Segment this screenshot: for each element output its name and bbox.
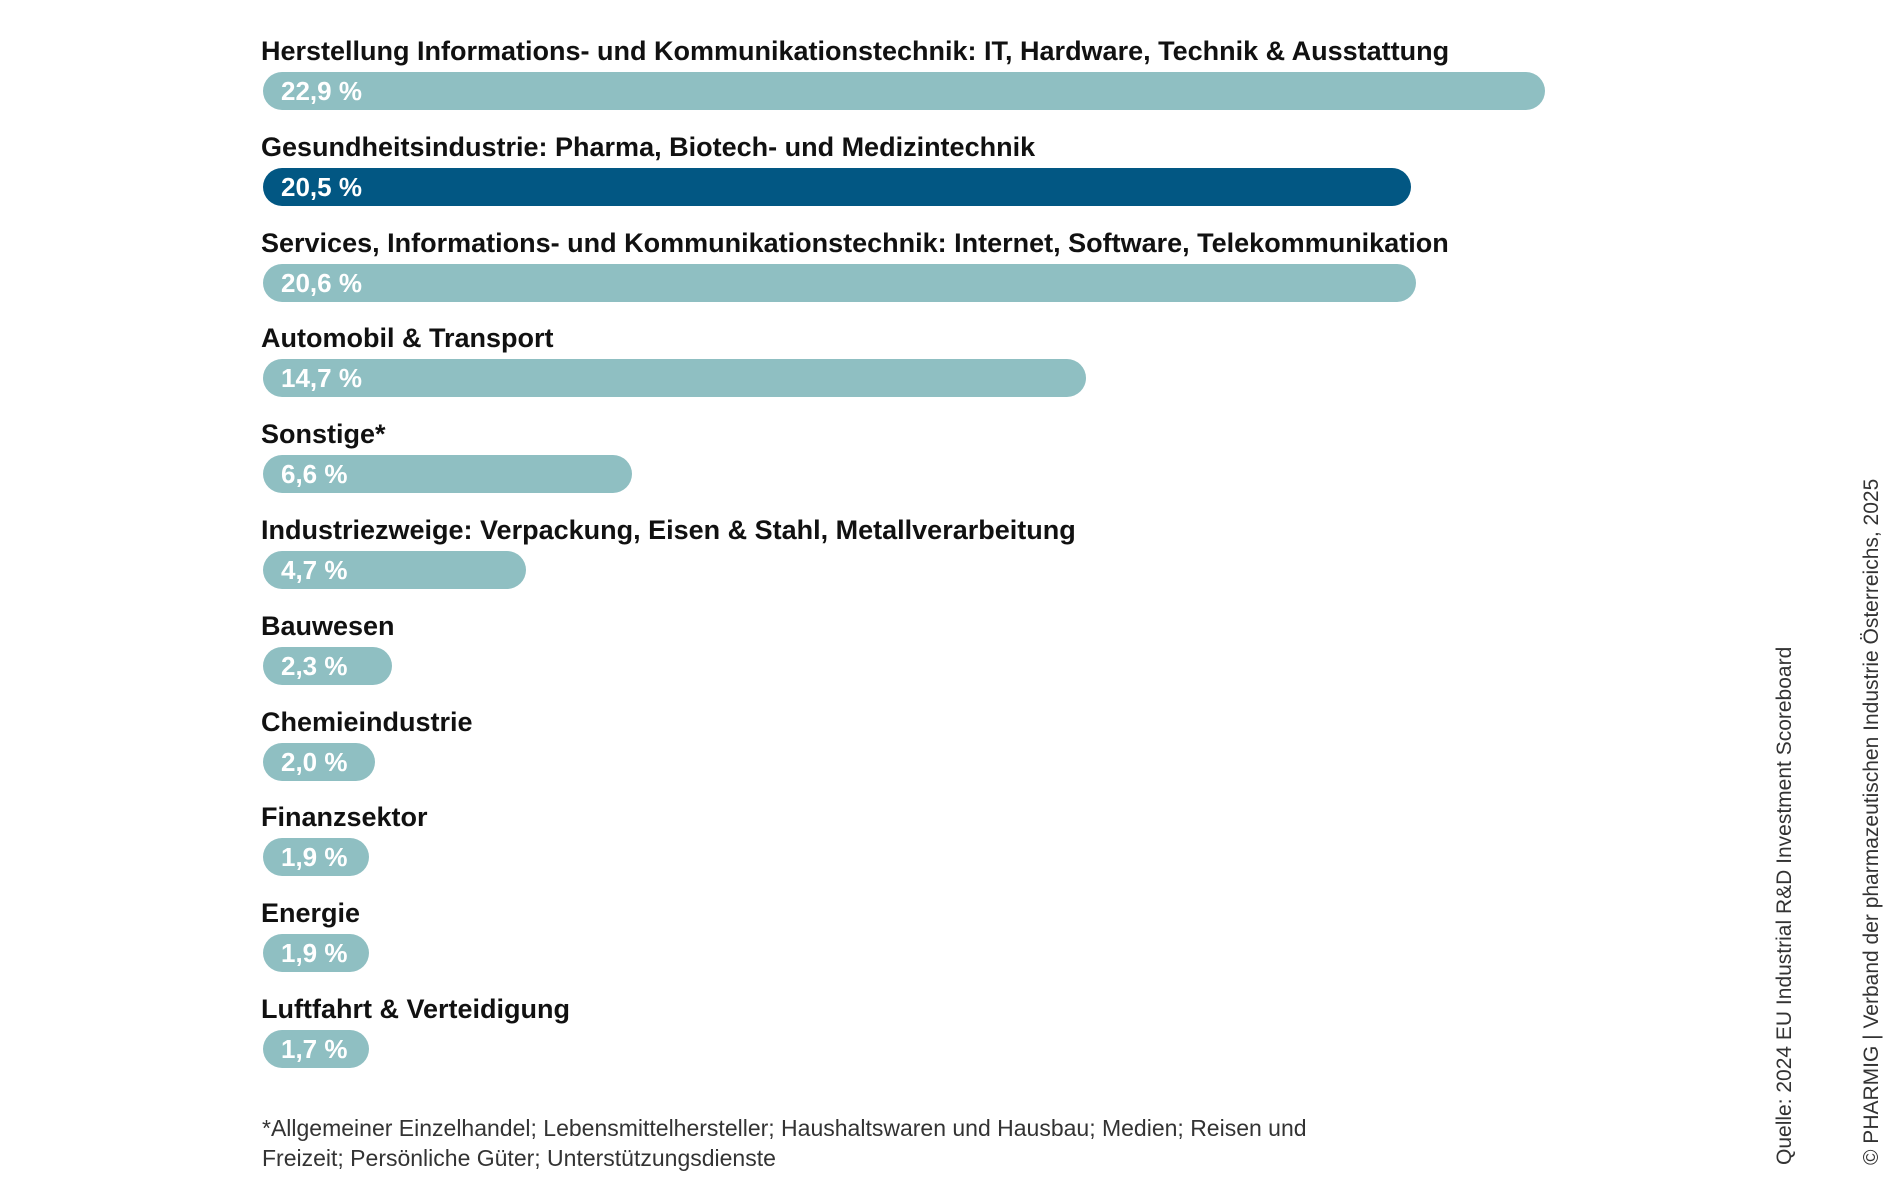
bar: 2,0 % bbox=[263, 742, 375, 781]
data-label: 22,9 % bbox=[281, 76, 362, 106]
category-label: Sonstige* bbox=[261, 419, 386, 450]
data-label: 2,3 % bbox=[281, 650, 348, 681]
source-note: Quelle: 2024 EU Industrial R&D Investmen… bbox=[1773, 646, 1796, 1165]
category-label: Luftfahrt & Verteidigung bbox=[261, 994, 570, 1024]
copyright-note: © PHARMIG | Verband der pharmazeutischen… bbox=[1860, 478, 1883, 1165]
footnote: *Allgemeiner Einzelhandel; Lebensmittelh… bbox=[262, 1115, 1307, 1171]
bar: 1,7 % bbox=[263, 1030, 369, 1068]
data-label: 1,7 % bbox=[281, 1034, 348, 1064]
data-label: 1,9 % bbox=[281, 842, 348, 873]
category-label: Herstellung Informations- und Kommunikat… bbox=[261, 36, 1450, 66]
bar: 22,9 % bbox=[263, 72, 1545, 110]
bar: 14,7 % bbox=[263, 359, 1086, 398]
data-label: 4,7 % bbox=[281, 555, 348, 585]
data-label: 2,0 % bbox=[281, 746, 348, 777]
bar: 4,7 % bbox=[263, 551, 527, 589]
data-label: 20,5 % bbox=[281, 171, 362, 202]
data-label: 14,7 % bbox=[281, 363, 362, 394]
bar: 1,9 % bbox=[263, 838, 370, 877]
category-label: Automobil & Transport bbox=[261, 323, 554, 354]
bar: 6,6 % bbox=[263, 455, 633, 494]
bar: 20,6 % bbox=[263, 263, 1417, 302]
category-label: Services, Informations- und Kommunikatio… bbox=[261, 227, 1449, 258]
data-label: 1,9 % bbox=[281, 938, 348, 969]
bar: 2,3 % bbox=[263, 646, 392, 685]
bar: 20,5 % bbox=[263, 167, 1411, 206]
category-label: Gesundheitsindustrie: Pharma, Biotech- u… bbox=[261, 131, 1036, 162]
category-label: Finanzsektor bbox=[261, 802, 428, 833]
category-label: Industriezweige: Verpackung, Eisen & Sta… bbox=[261, 515, 1076, 545]
data-label: 20,6 % bbox=[281, 267, 362, 298]
category-label: Bauwesen bbox=[261, 610, 395, 641]
category-label: Energie bbox=[261, 898, 361, 929]
bar: 1,9 % bbox=[263, 934, 370, 973]
data-label: 6,6 % bbox=[281, 459, 348, 490]
category-label: Chemieindustrie bbox=[261, 706, 473, 737]
